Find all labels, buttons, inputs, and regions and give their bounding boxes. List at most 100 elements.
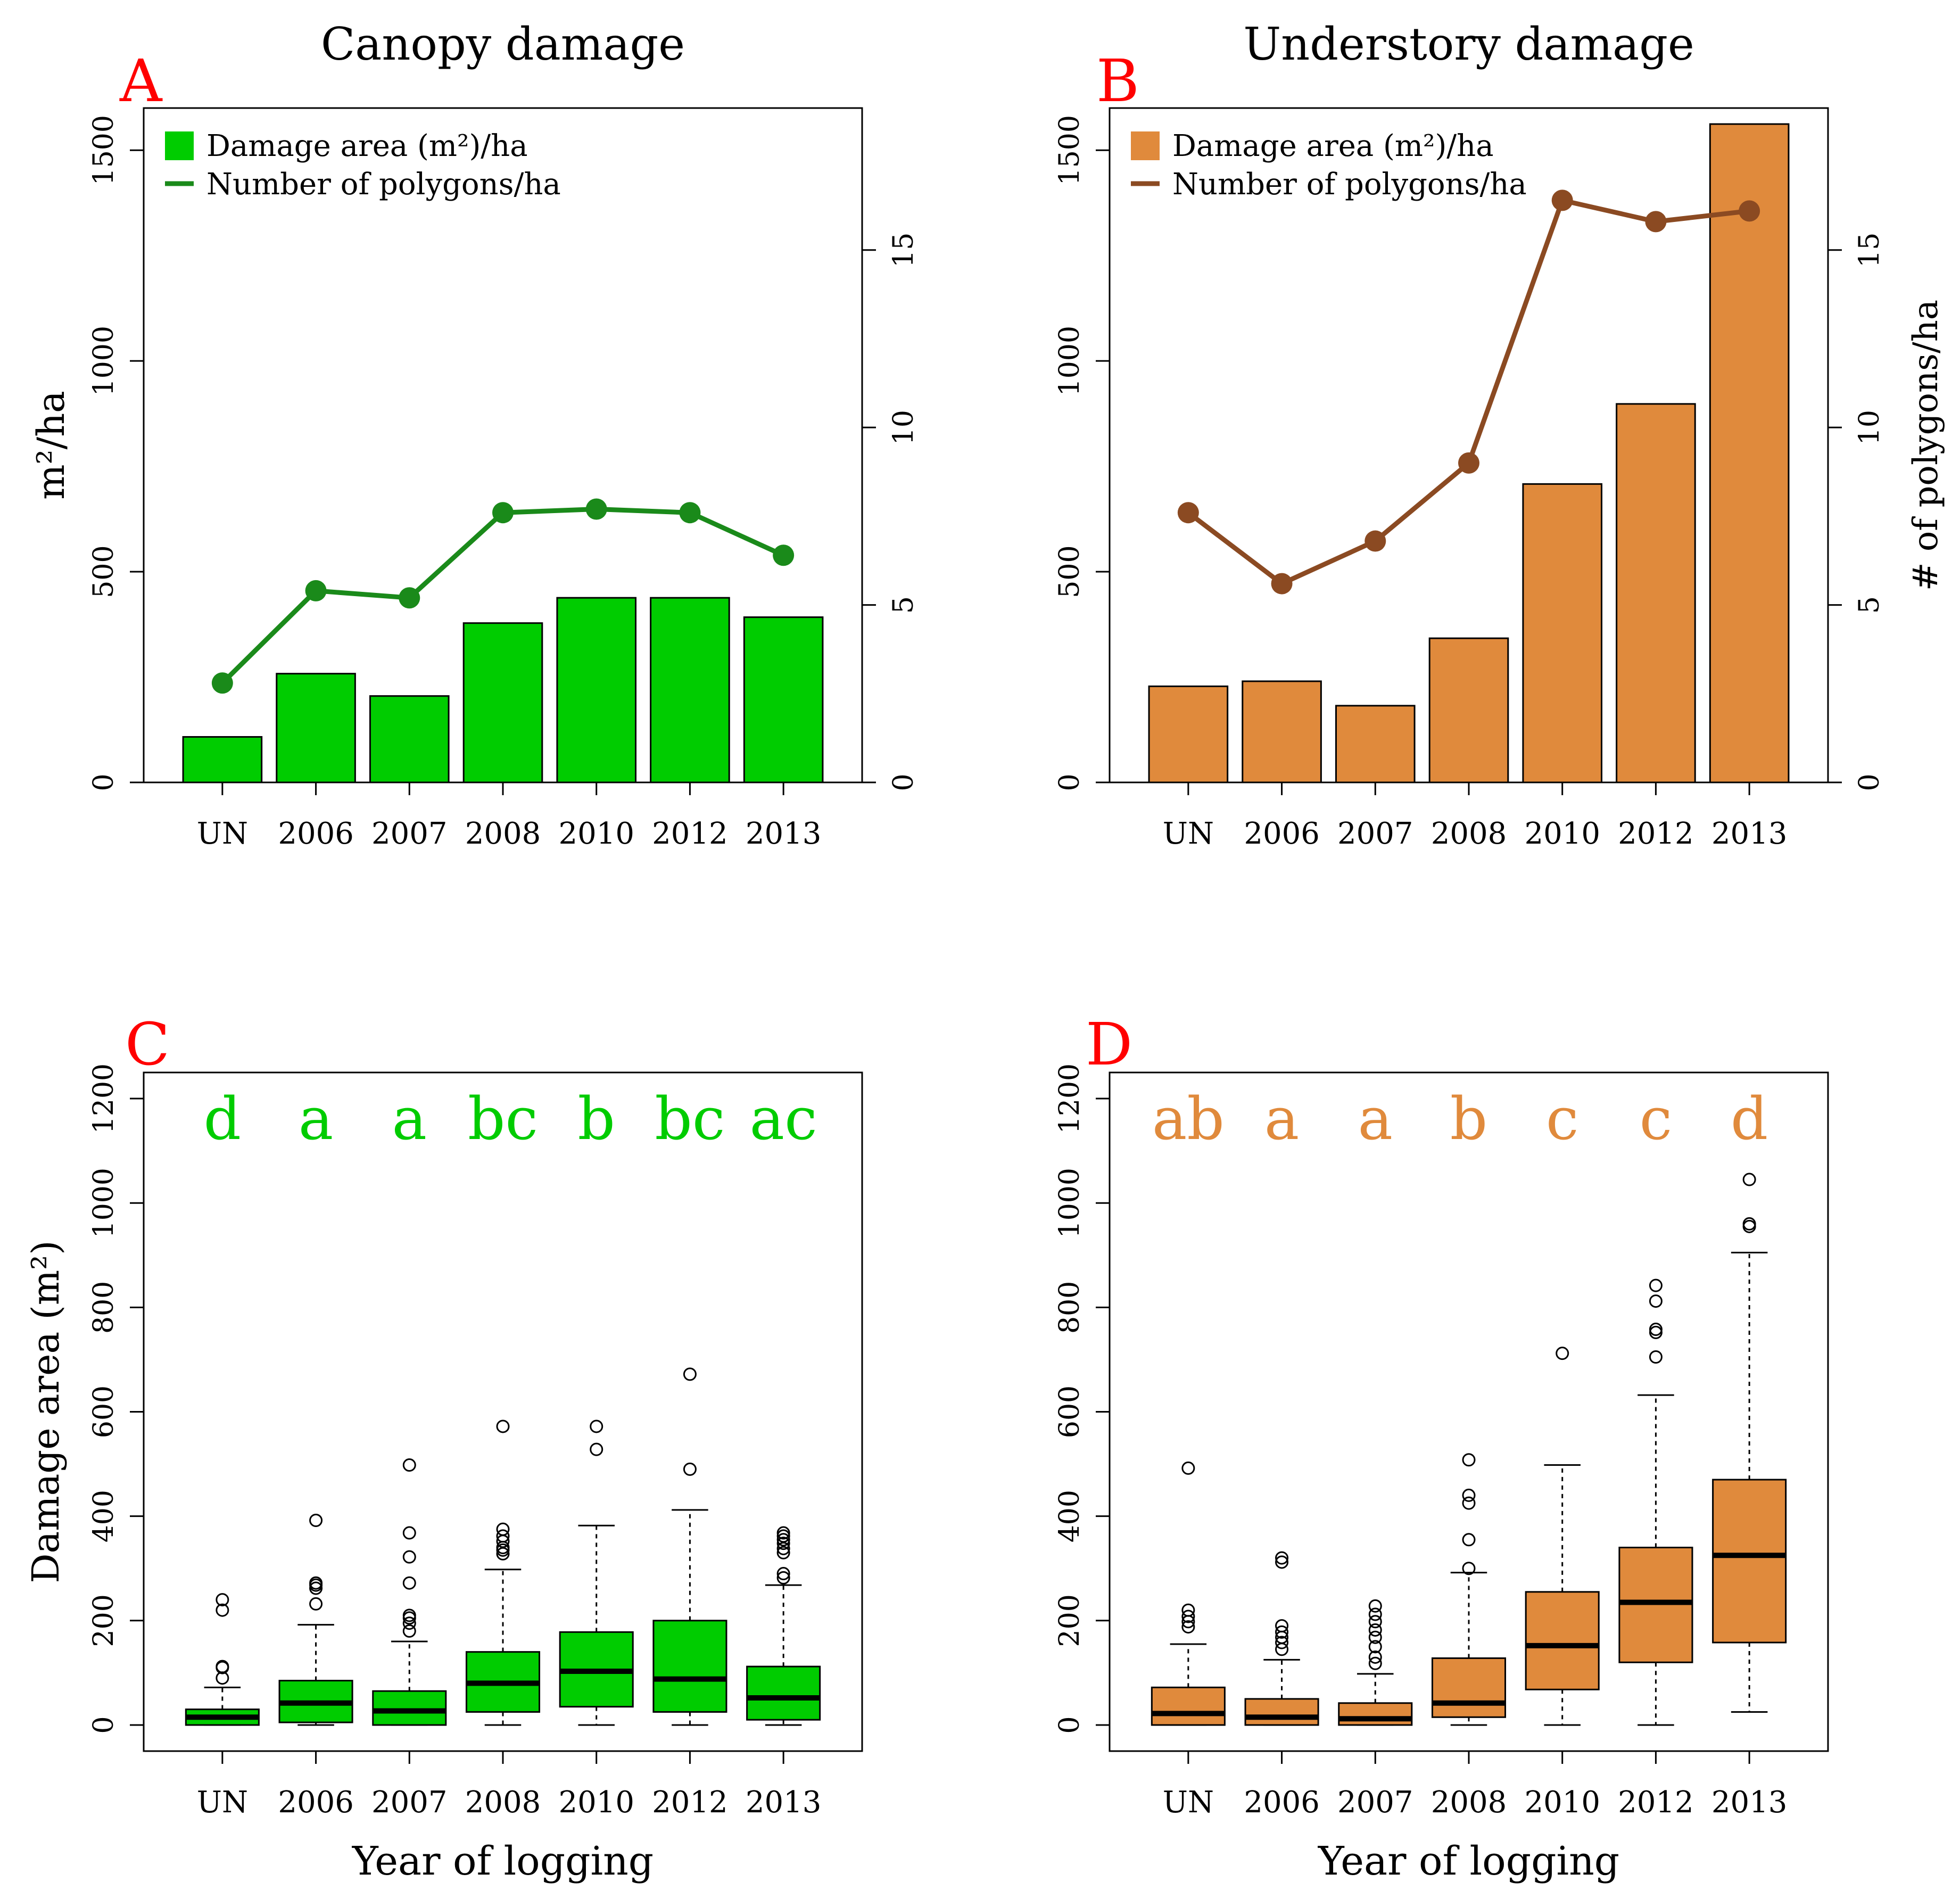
legend-swatch-bar xyxy=(165,131,194,160)
outlier xyxy=(1462,1496,1476,1510)
y-tick-label: 1000 xyxy=(1054,326,1086,396)
outlier xyxy=(1742,1217,1756,1231)
outlier xyxy=(1462,1488,1476,1502)
box xyxy=(1712,1479,1787,1644)
line-point xyxy=(305,580,327,601)
x-tick-label: 2008 xyxy=(1431,1785,1507,1820)
outlier xyxy=(1275,1625,1289,1639)
legend-swatch-bar xyxy=(1131,131,1160,160)
x-tick-label: 2012 xyxy=(652,816,728,851)
significance-letter: b xyxy=(578,1085,615,1153)
y-tick-label: 500 xyxy=(88,545,120,598)
y-right-tick-label: 10 xyxy=(888,410,920,445)
outlier xyxy=(1649,1323,1663,1336)
line-point xyxy=(1458,452,1479,474)
outlier xyxy=(1368,1599,1382,1613)
significance-letter: c xyxy=(1546,1085,1579,1153)
y-tick-label: 600 xyxy=(1054,1385,1086,1438)
box xyxy=(1525,1591,1600,1690)
x-tick-label: 2013 xyxy=(1711,816,1788,851)
outlier xyxy=(1742,1219,1756,1233)
outlier xyxy=(1275,1643,1289,1656)
outlier xyxy=(1462,1453,1476,1467)
legend-label-bar: Damage area (m²)/ha xyxy=(1172,129,1494,163)
outlier xyxy=(1368,1650,1382,1664)
box xyxy=(372,1690,447,1726)
outlier xyxy=(309,1576,323,1590)
y-tick-label: 0 xyxy=(88,1716,120,1734)
significance-letter: bc xyxy=(468,1085,538,1153)
outlier xyxy=(1368,1640,1382,1654)
y-tick-label: 1000 xyxy=(88,326,120,396)
outlier xyxy=(1368,1656,1382,1670)
outlier xyxy=(496,1522,510,1536)
x-tick-label: 2008 xyxy=(465,1785,541,1820)
y-right-axis-label: # of polygons/ha xyxy=(1906,300,1946,591)
y-tick-label: 1200 xyxy=(88,1063,120,1134)
panel-b: B Understory damage 0 500 1000 1500 UN 2006 2007… xyxy=(1054,18,1946,851)
x-tick-label: 2008 xyxy=(465,816,541,851)
outlier xyxy=(1649,1294,1663,1308)
bar xyxy=(462,622,543,783)
line-point xyxy=(492,502,514,524)
y-right-tick-label: 0 xyxy=(1854,773,1885,791)
outlier xyxy=(1275,1551,1289,1565)
outlier xyxy=(496,1547,510,1561)
x-tick-label: UN xyxy=(197,1785,248,1820)
outlier xyxy=(1742,1173,1756,1186)
y-tick-label: 1500 xyxy=(88,115,120,185)
outlier xyxy=(402,1576,416,1590)
outlier xyxy=(776,1526,790,1540)
x-axis-label: Year of logging xyxy=(1318,1838,1619,1884)
outlier xyxy=(776,1533,790,1547)
line-point xyxy=(1271,573,1293,595)
line-point xyxy=(585,498,607,520)
outlier xyxy=(1368,1607,1382,1621)
panel-c: C 0 200 400 600 800 1000 1200 Damage area (m²) UN… xyxy=(24,1010,863,1884)
outlier xyxy=(1556,1347,1569,1360)
panel-letter: A xyxy=(119,47,163,115)
outlier xyxy=(1368,1623,1382,1637)
outlier xyxy=(402,1526,416,1540)
bar xyxy=(182,736,263,783)
x-tick-label: UN xyxy=(197,816,248,851)
y-tick-label: 200 xyxy=(88,1594,120,1647)
outlier xyxy=(496,1529,510,1543)
y-tick-label: 1200 xyxy=(1054,1063,1086,1134)
outlier xyxy=(1181,1610,1195,1623)
outlier xyxy=(776,1541,790,1555)
panel-title: Canopy damage xyxy=(321,18,685,70)
significance-letter: a xyxy=(1358,1085,1393,1153)
y-right-tick-label: 10 xyxy=(1854,410,1885,445)
y-right-tick-label: 0 xyxy=(888,773,920,791)
outlier xyxy=(776,1546,790,1559)
x-tick-label: 2006 xyxy=(1244,816,1320,851)
x-tick-label: 2012 xyxy=(1618,816,1694,851)
y-right-tick-label: 15 xyxy=(888,233,920,268)
outlier xyxy=(496,1420,510,1433)
x-tick-label: 2010 xyxy=(558,1785,634,1820)
panel-letter: D xyxy=(1086,1010,1132,1078)
bar xyxy=(1335,705,1416,783)
x-tick-label: 2006 xyxy=(278,816,354,851)
outlier xyxy=(1462,1533,1476,1547)
outlier xyxy=(216,1593,229,1607)
y-tick-label: 0 xyxy=(1054,1716,1086,1734)
legend-label-line: Number of polygons/ha xyxy=(1172,167,1527,202)
line-point xyxy=(399,587,420,609)
outlier xyxy=(402,1458,416,1472)
box xyxy=(746,1665,821,1721)
x-tick-label: 2010 xyxy=(1524,1785,1600,1820)
significance-letter: ac xyxy=(750,1085,817,1153)
bar xyxy=(276,673,356,783)
outlier xyxy=(776,1571,790,1585)
significance-letter: bc xyxy=(655,1085,725,1153)
bar xyxy=(1616,403,1696,783)
outlier xyxy=(402,1624,416,1638)
outlier xyxy=(1462,1562,1476,1575)
bar xyxy=(1709,123,1790,783)
x-tick-label: 2007 xyxy=(1337,1785,1413,1820)
panel-a: A Canopy damage 0 500 1000 1500 m²/ha UN 2006 200… xyxy=(29,18,920,851)
x-tick-label: 2010 xyxy=(1524,816,1600,851)
